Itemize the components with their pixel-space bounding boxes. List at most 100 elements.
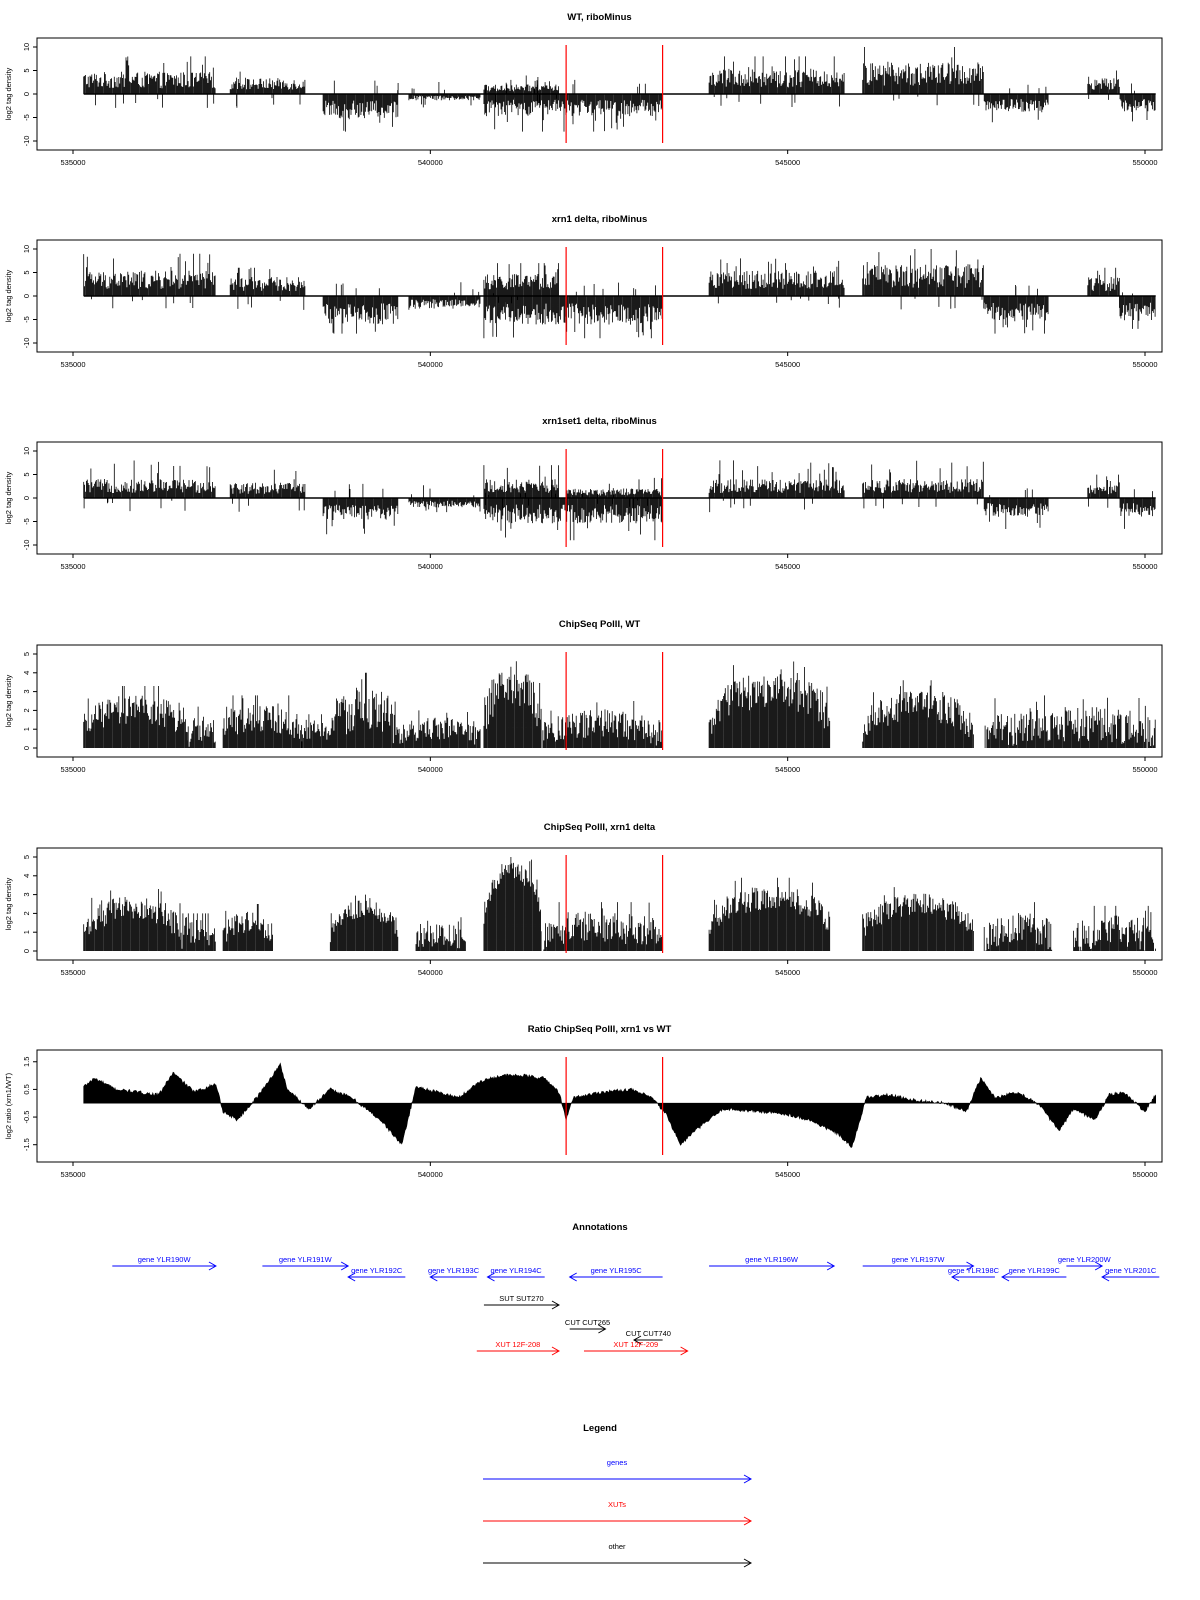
y-tick-label: 0 (22, 92, 31, 96)
x-tick-label: 535000 (60, 968, 85, 977)
feature-sut-sut270: SUT SUT270 (483, 1294, 560, 1310)
arrow-right-icon (680, 1346, 689, 1356)
y-tick-label: 4 (22, 671, 31, 675)
y-tick-label: 5 (22, 472, 31, 476)
arrow-right-icon (208, 1261, 217, 1271)
feature-gene-ylr198c: gene YLR198C (948, 1266, 1000, 1282)
y-tick-label: 5 (22, 652, 31, 656)
x-tick-label: 545000 (775, 158, 800, 167)
feature-cut-cut265: CUT CUT265 (565, 1318, 610, 1334)
arrow-left-icon (568, 1272, 577, 1282)
feature-label: SUT SUT270 (499, 1294, 543, 1303)
y-tick-label: 5 (22, 270, 31, 274)
y-tick-label: 4 (22, 874, 31, 878)
chart-title: xrn1 delta, riboMinus (552, 214, 648, 225)
y-axis-label: log2 ratio (xrn1/WT) (4, 1072, 13, 1139)
chart-title: ChipSeq PolII, xrn1 delta (544, 822, 656, 833)
y-tick-label: 0 (22, 496, 31, 500)
chart-panel-3: xrn1set1 delta, riboMinus log2 tag densit… (4, 416, 1163, 571)
x-tick-label: 535000 (60, 360, 85, 369)
y-axis-label: log2 tag density (4, 471, 13, 524)
x-tick-label: 545000 (775, 968, 800, 977)
arrow-right-icon (551, 1346, 560, 1356)
feature-gene-ylr201c: gene YLR201C (1101, 1266, 1160, 1282)
chart-title: ChipSeq PolII, WT (559, 619, 640, 630)
signal-bars (83, 857, 1156, 951)
signal-series (83, 661, 1156, 748)
y-tick-label: -5 (22, 518, 31, 525)
y-tick-label: -10 (22, 540, 31, 551)
feature-label: gene YLR192C (351, 1266, 403, 1275)
feature-label: gene YLR190W (138, 1255, 192, 1264)
feature-gene-ylr193c: gene YLR193C (428, 1266, 480, 1282)
arrow-right-icon (551, 1300, 560, 1310)
legend-entry-xuts: XUTs (483, 1500, 753, 1526)
signal-series (83, 460, 1156, 541)
x-tick-label: 535000 (60, 765, 85, 774)
plot-frame (36, 1049, 1163, 1163)
y-tick-label: 1 (22, 930, 31, 934)
y-tick-label: 3 (22, 893, 31, 897)
arrow-left-icon (486, 1272, 495, 1282)
feature-gene-ylr199c: gene YLR199C (1001, 1266, 1067, 1282)
annotations-title: Annotations (572, 1222, 627, 1233)
legend-panel: Legend genes XUTs other (483, 1423, 753, 1568)
chart-panel-6: Ratio ChipSeq PolII, xrn1 vs WT log2 rati… (4, 1024, 1163, 1179)
chart-panel-2: xrn1 delta, riboMinus log2 tag density -10… (4, 214, 1163, 369)
x-tick-label: 535000 (60, 562, 85, 571)
signal-series (83, 249, 1156, 339)
feature-xut-12f-208: XUT 12F-208 (476, 1340, 560, 1356)
signal-bars (83, 47, 1156, 132)
x-tick-label: 550000 (1132, 562, 1157, 571)
x-tick-label: 545000 (775, 765, 800, 774)
chart-panel-1: WT, riboMinus log2 tag density -10 -5 0 5 10 53… (4, 12, 1163, 167)
arrow-left-icon (633, 1335, 642, 1345)
feature-gene-ylr195c: gene YLR195C (568, 1266, 663, 1282)
arrow-right-icon (743, 1516, 753, 1526)
feature-label: gene YLR196W (745, 1255, 799, 1264)
feature-label: gene YLR199C (1009, 1266, 1061, 1275)
feature-cut-cut740: CUT CUT740 (626, 1329, 671, 1345)
chart-panel-5: ChipSeq PolII, xrn1 delta log2 tag densit… (4, 822, 1163, 977)
legend-entry-genes: genes (483, 1458, 753, 1484)
x-tick-label: 540000 (418, 765, 443, 774)
y-tick-label: 0 (22, 294, 31, 298)
feature-label: gene YLR198C (948, 1266, 1000, 1275)
y-axis-label: log2 tag density (4, 269, 13, 322)
x-tick-label: 550000 (1132, 1170, 1157, 1179)
y-tick-label: 10 (22, 245, 31, 253)
feature-label: gene YLR194C (491, 1266, 543, 1275)
x-tick-label: 545000 (775, 1170, 800, 1179)
y-axis-label: log2 tag density (4, 67, 13, 120)
y-tick-label: 0 (22, 949, 31, 953)
y-tick-label: -0.5 (22, 1111, 31, 1124)
y-tick-label: 5 (22, 855, 31, 859)
x-tick-label: 540000 (418, 158, 443, 167)
y-axis-label: log2 tag density (4, 674, 13, 727)
feature-label: gene YLR197W (892, 1255, 946, 1264)
feature-gene-ylr196w: gene YLR196W (709, 1255, 836, 1271)
y-tick-label: 5 (22, 68, 31, 72)
feature-gene-ylr191w: gene YLR191W (262, 1255, 350, 1271)
feature-label: gene YLR191W (279, 1255, 333, 1264)
y-tick-label: 10 (22, 43, 31, 51)
plot-frame (36, 847, 1163, 961)
x-tick-label: 545000 (775, 360, 800, 369)
y-tick-label: 0 (22, 746, 31, 750)
y-axis-label: log2 tag density (4, 877, 13, 930)
feature-label: gene YLR193C (428, 1266, 480, 1275)
arrow-right-icon (743, 1558, 753, 1568)
x-tick-label: 550000 (1132, 765, 1157, 774)
signal-bars (83, 460, 1156, 541)
chart-title: Ratio ChipSeq PolII, xrn1 vs WT (528, 1024, 672, 1035)
y-tick-label: 10 (22, 447, 31, 455)
x-tick-label: 540000 (418, 360, 443, 369)
feature-label: XUT 12F-208 (495, 1340, 540, 1349)
signal-bars (83, 661, 1156, 748)
y-tick-label: 1.5 (22, 1057, 31, 1067)
feature-label: gene YLR201C (1105, 1266, 1157, 1275)
feature-label: XUT 12F-209 (613, 1340, 658, 1349)
